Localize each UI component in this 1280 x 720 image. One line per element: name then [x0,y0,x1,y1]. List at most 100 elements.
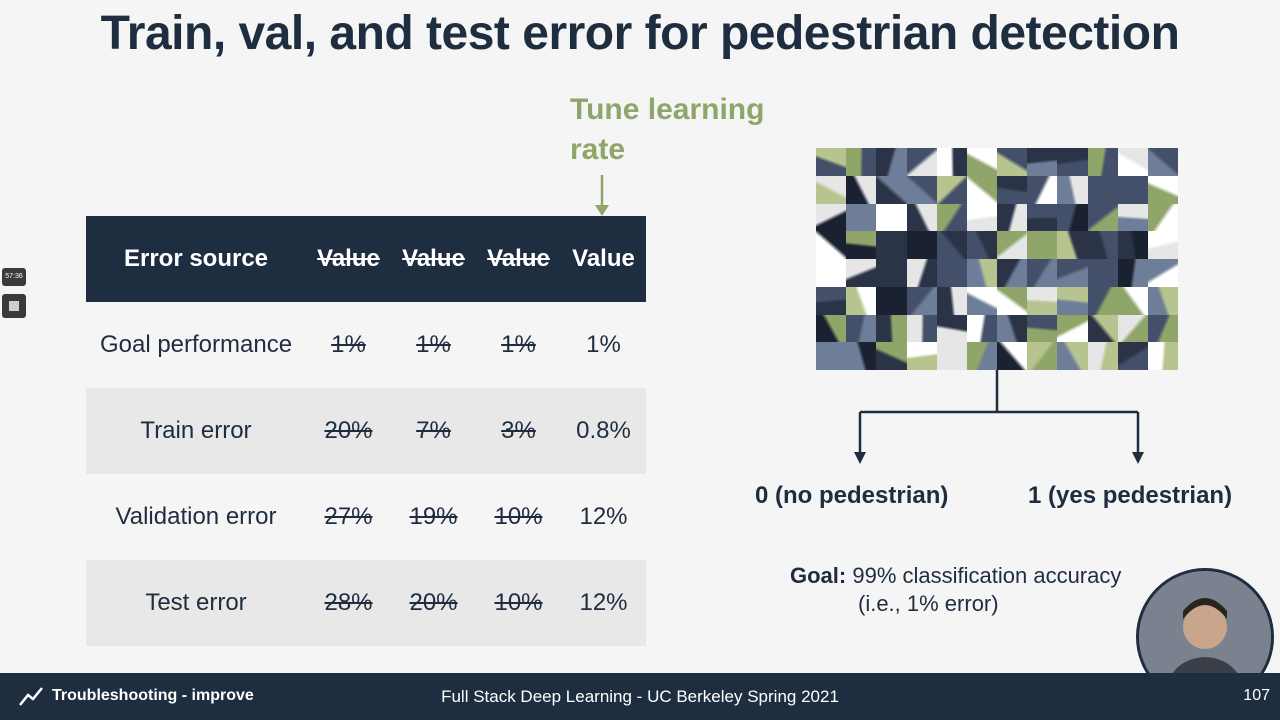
image-tile [816,148,847,176]
image-tile [1117,203,1149,232]
image-tile [1147,203,1178,232]
image-tile [1027,286,1059,315]
image-tile [816,231,847,260]
image-tile [846,175,878,204]
image-tile [936,314,968,343]
image-tile [1087,148,1119,176]
image-tile [816,259,847,287]
image-tile [816,203,847,232]
image-tile [1087,314,1119,343]
image-tile [876,342,908,370]
header-value-1: Value [317,245,380,272]
image-tile [1147,231,1178,260]
image-tile [1087,203,1119,232]
image-tile [816,342,847,370]
footer-section-title: Troubleshooting - improve [52,687,254,704]
image-tile [1057,259,1089,287]
cell-value: 1% [501,331,536,358]
cell-value: 1% [416,331,451,358]
image-tile [966,148,998,176]
image-tile [1087,286,1119,315]
image-tile [1027,203,1059,232]
image-tile [1057,148,1089,176]
table-row: Goal performance 1% 1% 1% 1% [86,302,646,388]
image-tile [966,286,998,315]
image-tile [936,203,968,232]
header-error-source: Error source [123,245,269,272]
cell-value: 0.8% [576,417,631,444]
player-side-widget: 57:36 [2,268,26,318]
image-tile [1117,148,1149,176]
image-tile [876,231,908,260]
image-tile [906,314,938,343]
image-tile [1087,175,1119,204]
image-tile [906,342,938,370]
image-tile [1057,286,1089,315]
image-tile [876,314,908,343]
table-header: Error source Value Value Value Value [86,216,646,302]
image-tile [997,148,1028,176]
cell-value: 12% [579,503,628,530]
image-tile [1027,342,1059,370]
goal-text: Goal: 99% classification accuracy (i.e.,… [790,562,1121,618]
image-tile [1147,342,1178,370]
image-tile [936,231,968,260]
image-tile [906,259,938,287]
image-tile [936,342,968,370]
image-tile [1147,259,1178,287]
cell-value: 19% [409,503,458,530]
image-tile [966,314,998,343]
image-tile [846,203,878,232]
cell-value: 1% [586,331,621,358]
row-label: Test error [145,589,247,616]
image-tile [966,175,998,204]
image-tile [997,175,1028,204]
annotation-line2: rate [570,133,626,166]
image-tile [936,148,968,176]
image-tile [966,259,998,287]
image-tile [1027,175,1059,204]
cell-value: 27% [324,503,373,530]
image-tile [966,231,998,260]
header-value-3: Value [487,245,550,272]
image-tile [936,175,968,204]
table-row: Test error 28% 20% 10% 12% [86,560,646,646]
row-label: Validation error [115,503,277,530]
row-label: Train error [140,417,252,444]
image-tile [1147,314,1178,343]
image-tile [997,286,1028,315]
image-tile [1117,231,1149,260]
image-tile [1027,148,1059,176]
image-tile [1057,203,1089,232]
image-tile [846,342,878,370]
image-tile [997,342,1028,370]
image-tile [846,286,878,315]
cell-value: 20% [324,417,373,444]
table-row: Train error 20% 7% 3% 0.8% [86,388,646,474]
image-tile [876,148,908,176]
image-tile [1027,259,1059,287]
cell-value: 10% [494,503,543,530]
image-tile [1117,259,1149,287]
image-tile [816,314,847,343]
image-tile [1087,342,1119,370]
image-tile [1147,286,1178,315]
cell-value: 7% [416,417,451,444]
image-tile [966,203,998,232]
annotation-tune-learning-rate: Tune learning rate [570,90,764,170]
image-tile [876,259,908,287]
image-tile [1057,314,1089,343]
image-tile [846,259,878,287]
image-tile [1027,231,1059,260]
image-tile [997,231,1028,260]
image-tile [936,259,968,287]
image-tile [1147,175,1178,204]
image-tile [997,203,1028,232]
image-tile [1117,286,1149,315]
image-tile [906,231,938,260]
error-table: Error source Value Value Value Value Goa… [86,216,646,646]
image-tile [1027,314,1059,343]
image-tile [816,286,847,315]
cell-value: 10% [494,589,543,616]
stop-icon[interactable] [2,294,26,318]
